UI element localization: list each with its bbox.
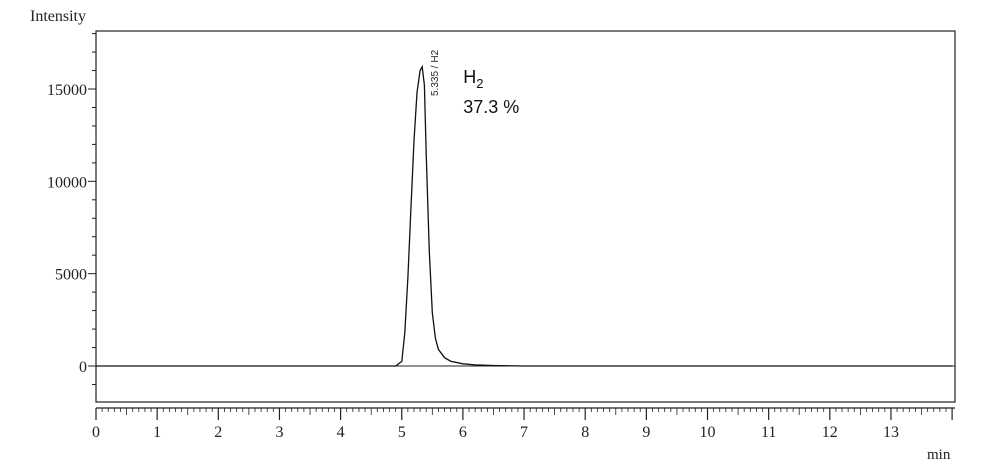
y-tick-label: 5000: [55, 267, 87, 284]
x-axis-label: min: [927, 447, 951, 463]
x-tick-label: 11: [761, 424, 776, 441]
peak-retention-label: 5.335 / H2: [430, 49, 441, 96]
compound-subscript: 2: [476, 76, 483, 91]
compound-name: H: [463, 67, 476, 87]
x-tick-label: 5: [398, 424, 406, 441]
y-axis-ticks: 15000 10000 5000 0: [47, 33, 96, 385]
x-tick-label: 1: [153, 424, 161, 441]
x-tick-label: 9: [642, 424, 650, 441]
x-tick-label: 12: [822, 424, 838, 441]
x-tick-label: 4: [337, 424, 345, 441]
plot-frame: [95, 30, 956, 403]
x-tick-label: 3: [275, 424, 283, 441]
peak-compound-label: H2: [463, 67, 483, 91]
x-tick-label: 10: [700, 424, 716, 441]
y-tick-label: 15000: [47, 82, 87, 99]
peak-area-percent: 37.3 %: [463, 97, 519, 117]
x-tick-label: 6: [459, 424, 467, 441]
y-tick-label: 10000: [47, 174, 87, 191]
x-tick-label: 2: [214, 424, 222, 441]
x-tick-label: 0: [92, 424, 100, 441]
x-tick-label: 7: [520, 424, 528, 441]
y-axis-label: Intensity: [30, 8, 86, 25]
y-tick-label: 0: [79, 359, 87, 376]
x-axis-ticks: 0 1 2 3 4 5 6 7 8 9 10 11 12 13: [92, 407, 955, 441]
x-tick-label: 13: [883, 424, 899, 441]
x-tick-label: 8: [581, 424, 589, 441]
chromatogram-trace: [96, 64, 953, 367]
